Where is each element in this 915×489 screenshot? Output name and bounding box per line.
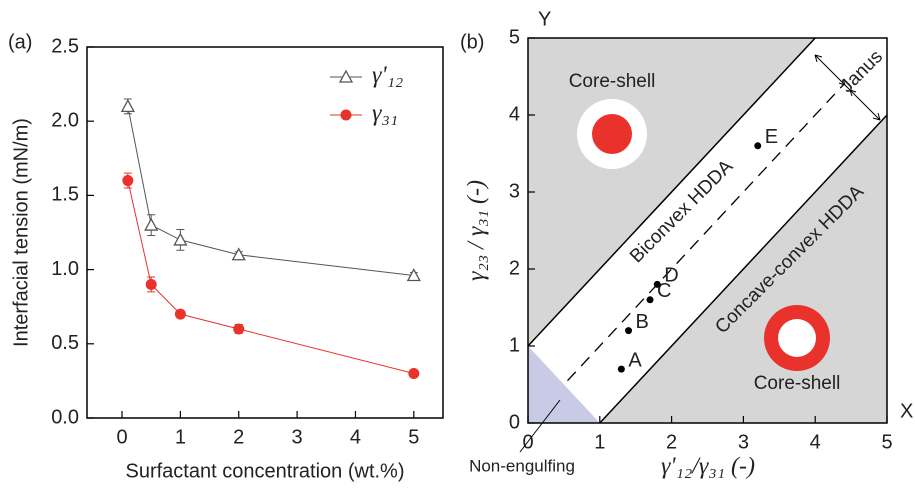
x-tick-label: 1 — [175, 426, 186, 448]
data-point — [408, 368, 419, 379]
x-axis-label: Surfactant concentration (wt.%) — [125, 460, 404, 482]
annotation: Non-engulfing — [469, 456, 575, 475]
annotation: Core-shell — [754, 373, 841, 394]
series-line — [128, 181, 414, 374]
y-axis-label: γ₂₃ / γ₃₁ (-) — [464, 180, 490, 281]
x-tick-label: 0 — [116, 426, 127, 448]
legend-marker — [341, 110, 352, 121]
y-tick-label: 2.5 — [51, 35, 79, 57]
data-point — [618, 366, 625, 373]
figure: (a) Surfactant concentration (wt.%) Interf… — [0, 0, 915, 489]
y-tick-label: 4 — [509, 103, 520, 125]
annotation: Core-shell — [569, 71, 656, 92]
y-tick-label: 1.5 — [51, 184, 79, 206]
x-axis-name: X — [900, 400, 913, 422]
data-point — [146, 279, 157, 290]
point-label: D — [664, 265, 678, 287]
data-point — [174, 234, 186, 245]
panel-label: (a) — [8, 31, 32, 53]
legend-label: γ'₁₂ — [372, 63, 403, 89]
y-tick-label: 2.0 — [51, 109, 79, 131]
data-point — [654, 281, 661, 288]
y-tick-label: 3 — [509, 180, 520, 202]
x-tick-label: 2 — [666, 431, 677, 453]
data-point — [122, 175, 133, 186]
legend-label: γ₃₁ — [372, 101, 398, 127]
x-axis-label: γ'₁₂/γ₃₁ (-) — [661, 454, 755, 480]
data-point — [647, 296, 654, 303]
data-point — [625, 327, 632, 334]
x-tick-label: 4 — [810, 431, 821, 453]
y-tick-label: 5 — [509, 26, 520, 48]
x-tick-label: 3 — [738, 431, 749, 453]
y-tick-label: 0.0 — [51, 406, 79, 428]
data-point — [145, 219, 157, 230]
x-tick-label: 3 — [292, 426, 303, 448]
y-tick-label: 1.0 — [51, 258, 79, 280]
y-axis-name: Y — [538, 8, 551, 30]
annotation: Janus — [836, 46, 887, 97]
x-tick-label: 1 — [594, 431, 605, 453]
point-label: B — [636, 311, 649, 333]
point-label: E — [765, 126, 778, 148]
x-tick-label: 2 — [233, 426, 244, 448]
core-shell-icon — [778, 319, 816, 357]
point-label: A — [628, 349, 642, 371]
x-tick-label: 5 — [408, 426, 419, 448]
data-point — [233, 323, 244, 334]
data-point — [233, 249, 245, 260]
y-tick-label: 0.5 — [51, 332, 79, 354]
panel-label: (b) — [460, 31, 484, 53]
x-tick-label: 4 — [350, 426, 361, 448]
series-line — [128, 106, 414, 275]
x-tick-label: 5 — [881, 431, 892, 453]
y-tick-label: 2 — [509, 257, 520, 279]
y-tick-label: 0 — [509, 411, 520, 433]
data-point — [754, 142, 761, 149]
data-point — [122, 100, 134, 111]
y-axis-label: Interfacial tension (mN/m) — [10, 118, 32, 347]
data-point — [175, 309, 186, 320]
y-tick-label: 1 — [509, 334, 520, 356]
core-shell-icon — [592, 114, 632, 154]
